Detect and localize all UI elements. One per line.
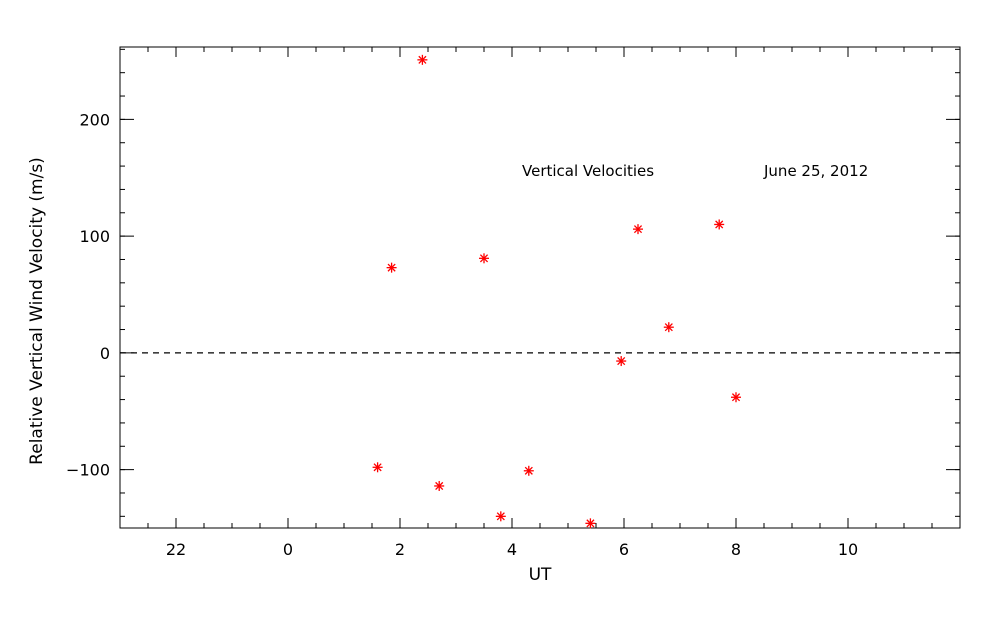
x-tick-label: 22: [166, 540, 186, 559]
y-tick-label: 0: [100, 344, 110, 363]
axis-ticks: [119, 47, 961, 528]
data-point: [386, 262, 397, 273]
y-tick-labels: −100 0 100 200: [66, 110, 110, 479]
y-axis-label: Relative Vertical Wind Velocity (m/s): [27, 157, 47, 465]
x-tick-label: 6: [619, 540, 629, 559]
data-point: [523, 465, 534, 476]
data-point: [434, 480, 445, 491]
x-tick-label: 8: [731, 540, 741, 559]
x-tick-labels: 22 0 2 4 6 8 10: [166, 540, 858, 559]
plot-frame: [119, 46, 961, 529]
data-point: [633, 224, 643, 235]
data-point: [417, 54, 428, 65]
x-tick-label: 0: [283, 540, 293, 559]
data-point: [372, 462, 383, 473]
chart-annotation-title: Vertical Velocities: [522, 162, 654, 180]
x-tick-label: 2: [395, 540, 405, 559]
data-point: [616, 356, 627, 367]
data-point: [495, 511, 506, 522]
data-point: [731, 392, 741, 403]
data-point: [479, 253, 489, 264]
x-tick-label: 4: [507, 540, 517, 559]
y-tick-label: −100: [66, 461, 110, 480]
data-point: [714, 219, 725, 230]
x-axis-label: UT: [529, 565, 552, 585]
data-points: [372, 54, 741, 529]
data-point: [585, 518, 596, 529]
data-point: [663, 322, 674, 333]
x-tick-label: 10: [838, 540, 858, 559]
chart-annotation-date: June 25, 2012: [763, 162, 868, 180]
y-tick-label: 100: [79, 227, 110, 246]
y-tick-label: 200: [79, 110, 110, 129]
